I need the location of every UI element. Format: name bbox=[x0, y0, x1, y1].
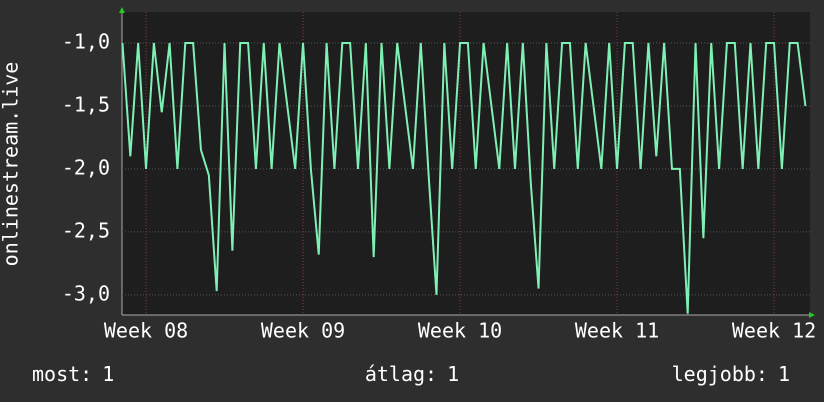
y-tick-label: -3,0 bbox=[62, 281, 110, 305]
axis-arrow bbox=[809, 312, 815, 318]
stat-label: átlag: bbox=[365, 362, 437, 386]
y-axis-label: onlinestream.live bbox=[0, 62, 23, 267]
y-tick-label: -2,5 bbox=[62, 218, 110, 242]
stat-value: 1 bbox=[102, 362, 114, 386]
x-tick-label: Week 12 bbox=[732, 319, 816, 343]
stat-value: 1 bbox=[778, 362, 790, 386]
stat-label: most: bbox=[32, 362, 92, 386]
stat-label: legjobb: bbox=[672, 362, 768, 386]
data-line bbox=[121, 41, 807, 314]
x-tick-label: Week 09 bbox=[261, 319, 345, 343]
axis-arrow bbox=[119, 7, 125, 13]
y-tick-label: -1,0 bbox=[62, 29, 110, 53]
stat: legjobb: 1 bbox=[672, 362, 790, 386]
y-tick-label: -2,0 bbox=[62, 155, 110, 179]
stat-value: 1 bbox=[447, 362, 459, 386]
x-tick-label: Week 10 bbox=[418, 319, 502, 343]
x-tick-label: Week 08 bbox=[104, 319, 188, 343]
stat: átlag: 1 bbox=[365, 362, 459, 386]
y-tick-label: -1,5 bbox=[62, 92, 110, 116]
x-tick-label: Week 11 bbox=[575, 319, 659, 343]
stat: most: 1 bbox=[32, 362, 114, 386]
